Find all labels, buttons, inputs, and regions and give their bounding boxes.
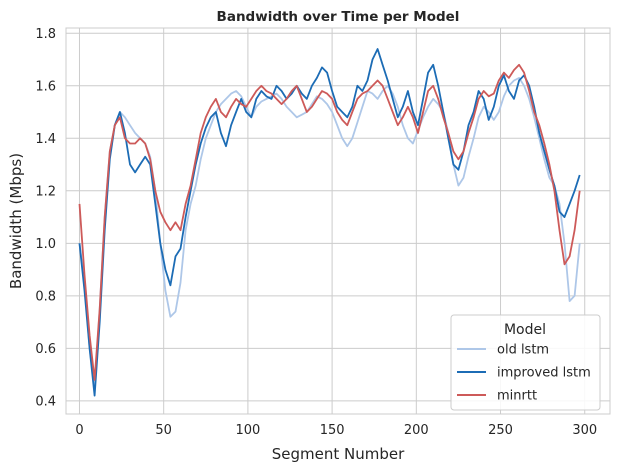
y-tick-label: 1.4 [35,132,56,147]
y-tick-label: 0.4 [35,394,56,409]
plot-frame [65,27,611,415]
x-tick-label: 0 [75,423,83,438]
chart-title: Bandwidth over Time per Model [217,9,460,25]
x-tick-label: 100 [235,423,260,438]
y-tick-label: 0.8 [35,289,56,304]
y-tick-label: 1.8 [35,27,56,42]
legend-box [450,314,601,411]
grid [66,28,610,414]
x-axis-label: Segment Number [272,445,405,463]
y-axis-label: Bandwidth (Mbps) [7,153,25,289]
x-tick-label: 50 [155,423,172,438]
series-lines [78,48,581,397]
y-tick-label: 1.0 [35,237,56,252]
y-tick-label: 1.2 [35,184,56,199]
y-tick-label: 1.6 [35,79,56,94]
x-tick-label: 250 [488,423,513,438]
y-tick-labels: 0.4 0.6 0.8 1.0 1.2 1.4 1.6 1.8 [35,27,56,410]
y-tick-label: 0.6 [35,342,56,357]
series-line-old-lstm [78,77,581,389]
series-line-improved-lstm [78,48,581,397]
legend-label-minrtt: minrtt [497,389,537,404]
legend-label-improved-lstm: improved lstm [497,366,591,381]
x-tick-label: 150 [320,423,345,438]
series-line-minrtt [78,63,581,381]
legend-entries: old lstm improved lstm minrtt [457,343,591,404]
legend: Model old lstm improved lstm minrtt [450,314,601,411]
legend-label-old-lstm: old lstm [497,343,549,358]
x-tick-labels: 0 50 100 150 200 250 300 [75,423,597,438]
x-tick-label: 200 [404,423,429,438]
legend-title: Model [504,322,546,338]
x-tick-label: 300 [572,423,597,438]
